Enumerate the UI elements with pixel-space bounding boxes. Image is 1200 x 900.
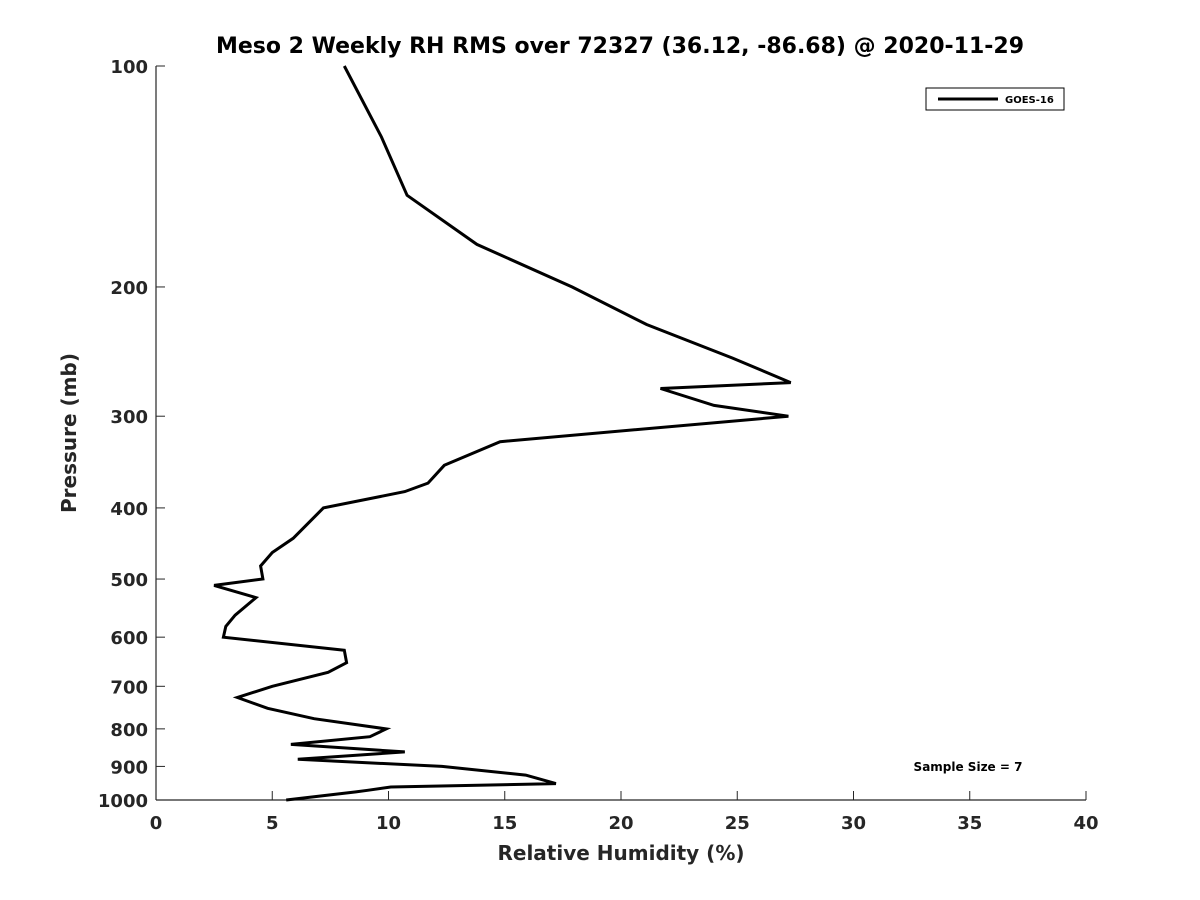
y-tick-label: 600: [110, 628, 148, 649]
y-ticks: 100 200 300 400 500 600 700 800 900 1000: [98, 57, 165, 812]
series-line-goes16: [213, 65, 792, 802]
x-axis-label: Relative Humidity (%): [497, 841, 744, 865]
x-tick-label: 25: [725, 813, 750, 834]
legend: GOES-16: [925, 87, 1065, 111]
y-tick-label: 200: [110, 278, 148, 299]
legend-label: GOES-16: [1005, 95, 1054, 106]
x-tick-label: 35: [957, 813, 982, 834]
plot-area: [156, 66, 1086, 800]
y-axis-label: Pressure (mb): [57, 353, 81, 513]
x-tick-label: 15: [492, 813, 517, 834]
sample-size-annotation: Sample Size = 7: [914, 760, 1023, 774]
x-tick-label: 5: [266, 813, 279, 834]
x-ticks: 0 5 10 15 20 25 30 35 40: [150, 791, 1099, 834]
x-tick-label: 40: [1073, 813, 1098, 834]
y-tick-label: 300: [110, 407, 148, 428]
y-tick-label: 100: [110, 57, 148, 78]
x-tick-label: 0: [150, 813, 163, 834]
x-tick-label: 20: [608, 813, 633, 834]
y-tick-label: 900: [110, 757, 148, 778]
chart-title: Meso 2 Weekly RH RMS over 72327 (36.12, …: [216, 34, 1024, 59]
y-tick-label: 800: [110, 720, 148, 741]
y-tick-label: 400: [110, 499, 148, 520]
x-tick-label: 30: [841, 813, 866, 834]
x-tick-label: 10: [376, 813, 401, 834]
y-tick-label: 700: [110, 677, 148, 698]
y-tick-label: 1000: [98, 791, 148, 812]
y-tick-label: 500: [110, 570, 148, 591]
